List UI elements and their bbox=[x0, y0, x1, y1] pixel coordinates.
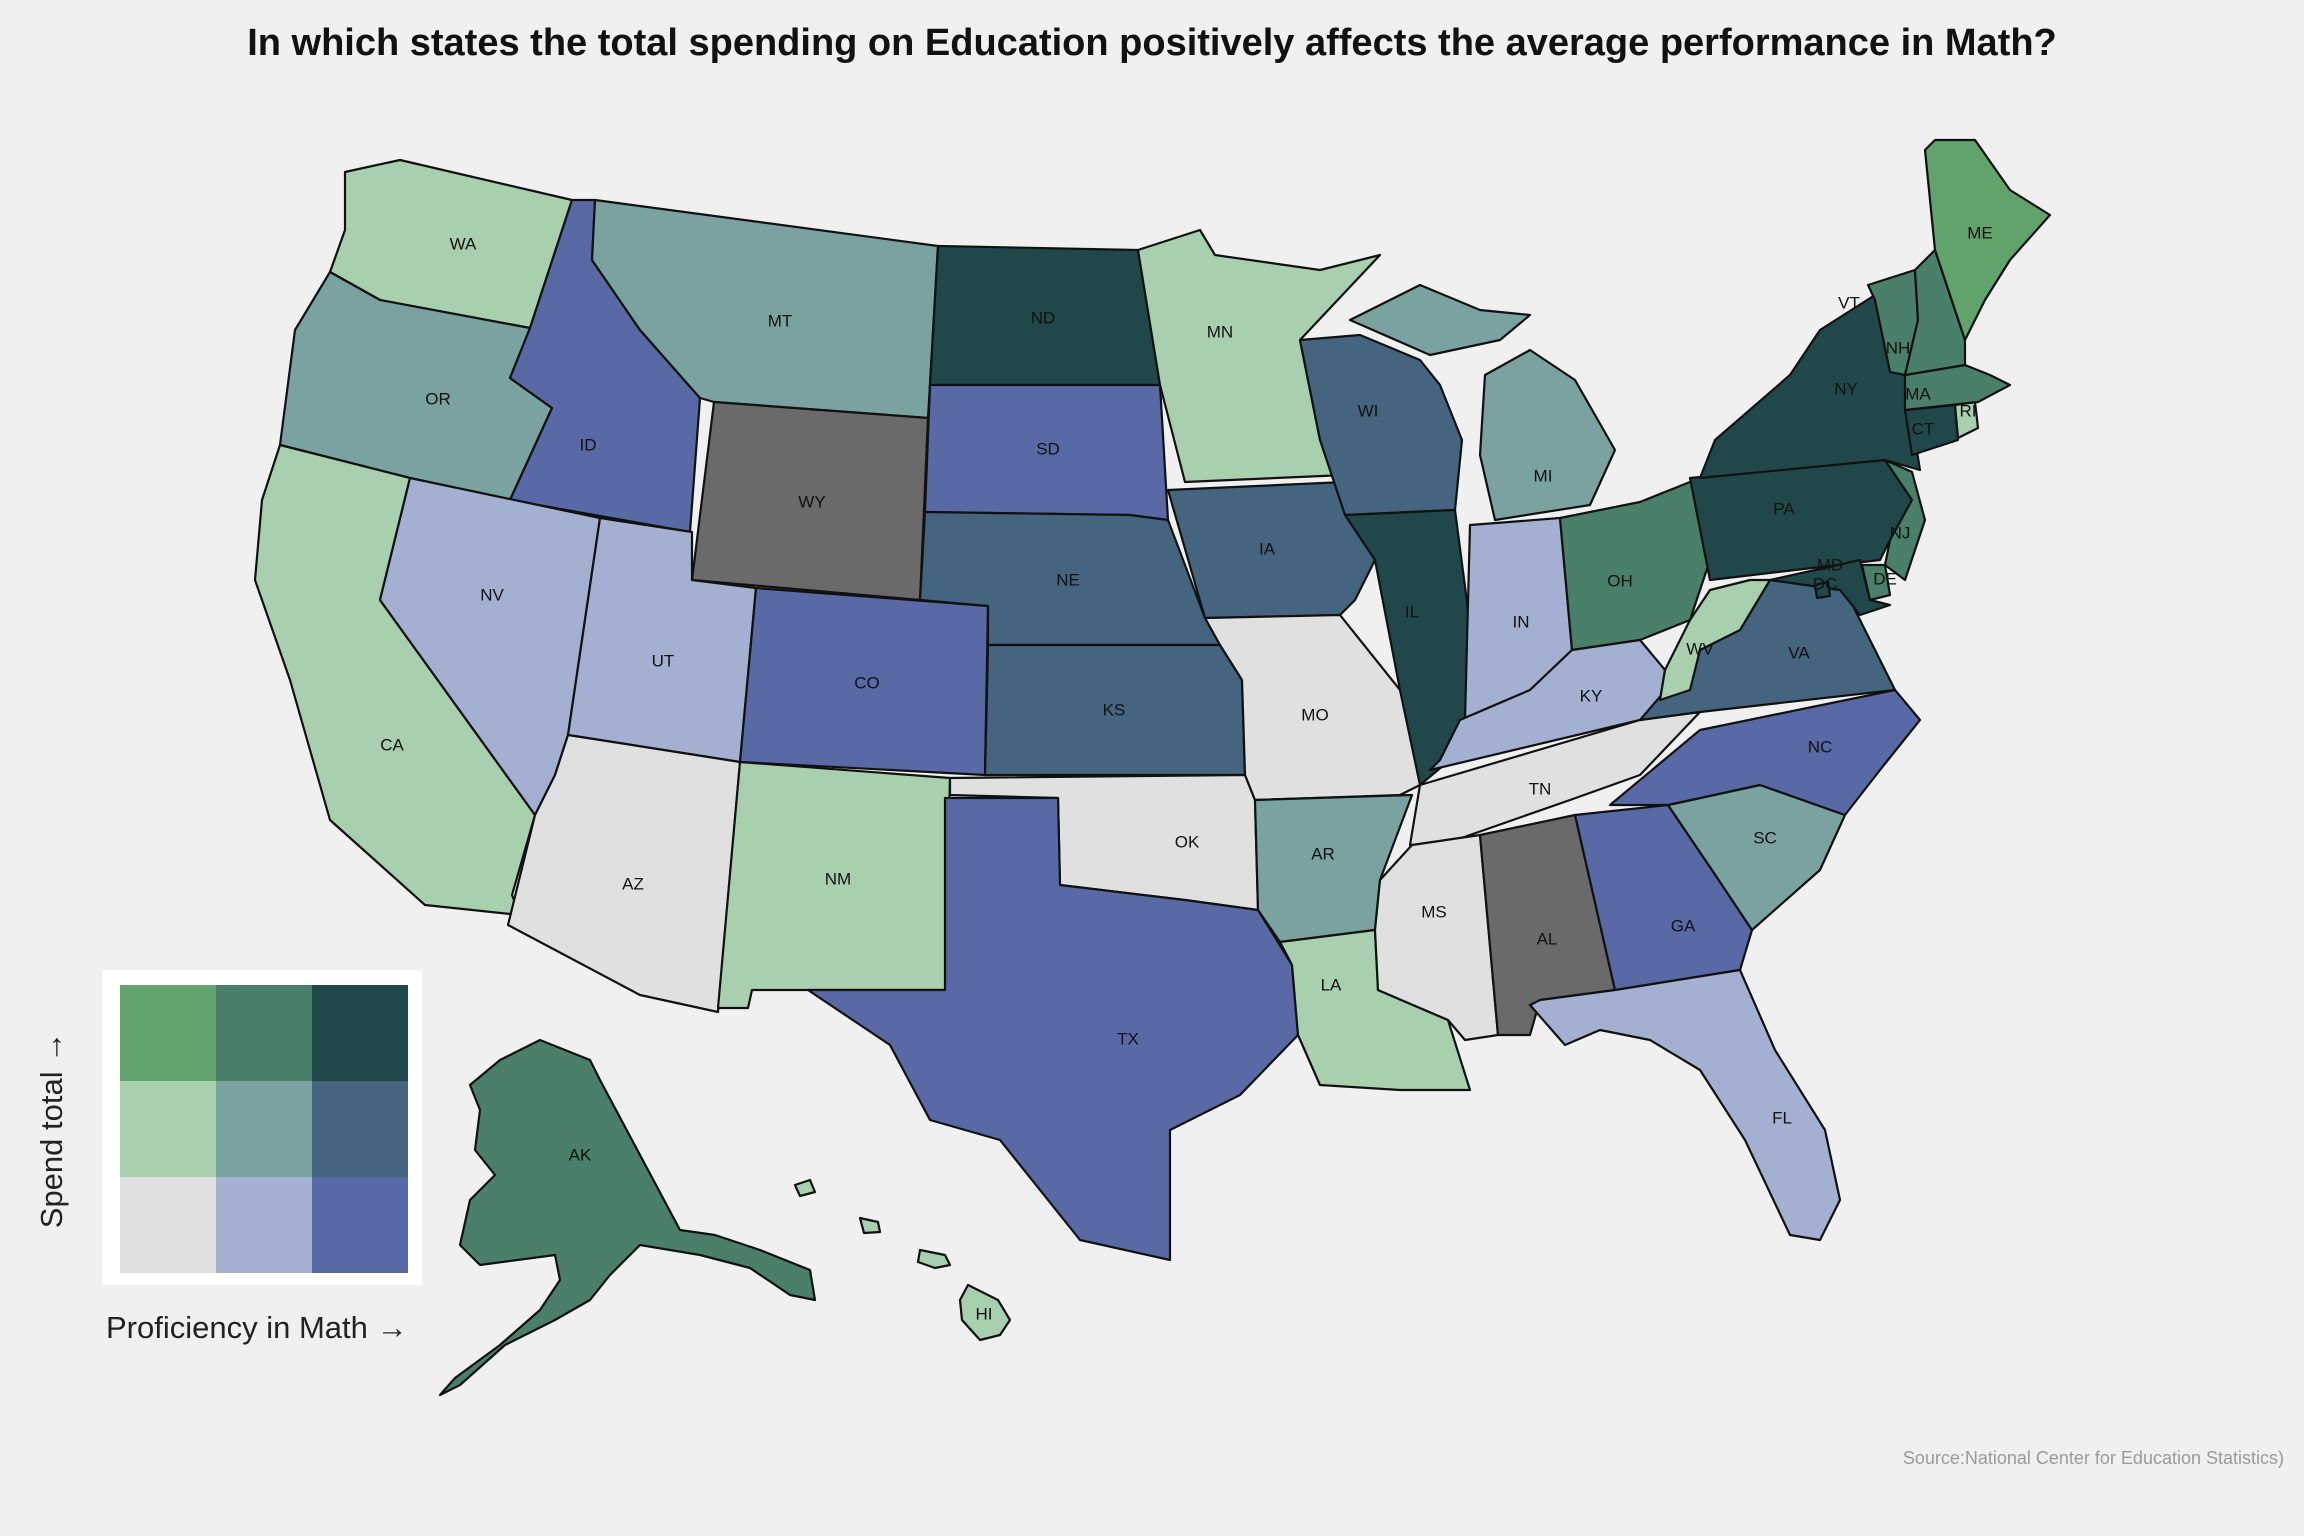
label-UT: UT bbox=[652, 651, 675, 670]
legend-cell-low-spend-low-math bbox=[120, 1177, 216, 1273]
label-WI: WI bbox=[1358, 401, 1379, 420]
state-FL[interactable] bbox=[1528, 968, 1842, 1242]
legend-cell-mid-spend-high-math bbox=[312, 1081, 408, 1177]
state-WI[interactable] bbox=[1298, 333, 1464, 517]
label-AR: AR bbox=[1311, 844, 1335, 863]
legend-cell-high-spend-high-math bbox=[312, 985, 408, 1081]
label-VT: VT bbox=[1838, 293, 1860, 312]
legend-cell-low-spend-mid-math bbox=[216, 1177, 312, 1273]
label-HI: HI bbox=[976, 1304, 993, 1323]
label-OK: OK bbox=[1175, 832, 1200, 851]
source-note: Source:National Center for Education Sta… bbox=[1902, 1448, 2284, 1468]
label-KS: KS bbox=[1103, 700, 1126, 719]
label-MN: MN bbox=[1207, 322, 1233, 341]
label-ID: ID bbox=[580, 435, 597, 454]
legend-cell-low-spend-high-math bbox=[312, 1177, 408, 1273]
label-WV: WV bbox=[1686, 639, 1714, 658]
state-MI[interactable] bbox=[1348, 283, 1617, 522]
map-title: In which states the total spending on Ed… bbox=[247, 22, 2057, 64]
label-GA: GA bbox=[1671, 916, 1696, 935]
state-NJ[interactable] bbox=[1883, 458, 1927, 582]
state-HI[interactable] bbox=[793, 1178, 1012, 1342]
label-ME: ME bbox=[1967, 223, 1993, 242]
label-ND: ND bbox=[1031, 308, 1056, 327]
label-MD: MD bbox=[1817, 555, 1843, 574]
legend-cell-mid-spend-low-math bbox=[120, 1081, 216, 1177]
state-DC[interactable] bbox=[1813, 580, 1832, 600]
state-KY[interactable] bbox=[1428, 638, 1667, 772]
bivariate-legend bbox=[102, 970, 422, 1285]
label-NH: NH bbox=[1886, 338, 1911, 357]
label-MO: MO bbox=[1301, 705, 1328, 724]
legend-grid bbox=[120, 985, 408, 1273]
label-AK: AK bbox=[569, 1145, 592, 1164]
state-NC[interactable] bbox=[1608, 688, 1922, 817]
state-WV[interactable] bbox=[1658, 578, 1772, 702]
label-NJ: NJ bbox=[1890, 523, 1911, 542]
label-SC: SC bbox=[1753, 828, 1777, 847]
state-TX[interactable] bbox=[806, 796, 1300, 1262]
label-TN: TN bbox=[1529, 779, 1552, 798]
label-MI: MI bbox=[1534, 466, 1553, 485]
legend-y-axis-label: Spend total → bbox=[34, 1031, 69, 1229]
label-OH: OH bbox=[1607, 571, 1633, 590]
label-NM: NM bbox=[825, 869, 851, 888]
label-TX: TX bbox=[1117, 1029, 1139, 1048]
label-IA: IA bbox=[1259, 539, 1276, 558]
legend-cell-high-spend-low-math bbox=[120, 985, 216, 1081]
label-IN: IN bbox=[1513, 612, 1530, 631]
label-AL: AL bbox=[1537, 929, 1558, 948]
label-FL: FL bbox=[1772, 1108, 1792, 1127]
label-MA: MA bbox=[1905, 384, 1931, 403]
state-AK[interactable] bbox=[438, 1038, 817, 1397]
state-ME[interactable] bbox=[1923, 138, 2052, 342]
state-MD[interactable] bbox=[1768, 558, 1892, 617]
label-VA: VA bbox=[1788, 643, 1810, 662]
legend-cell-high-spend-mid-math bbox=[216, 985, 312, 1081]
label-SD: SD bbox=[1036, 439, 1060, 458]
label-DE: DE bbox=[1873, 569, 1897, 588]
label-NC: NC bbox=[1808, 737, 1833, 756]
label-CT: CT bbox=[1912, 419, 1935, 438]
label-PA: PA bbox=[1773, 499, 1795, 518]
label-NV: NV bbox=[480, 585, 504, 604]
label-MS: MS bbox=[1421, 902, 1447, 921]
label-WY: WY bbox=[798, 492, 825, 511]
label-OR: OR bbox=[425, 389, 451, 408]
label-LA: LA bbox=[1321, 975, 1342, 994]
label-AZ: AZ bbox=[622, 874, 644, 893]
label-DC: DC bbox=[1813, 574, 1838, 593]
label-NY: NY bbox=[1834, 379, 1858, 398]
label-MT: MT bbox=[768, 311, 793, 330]
label-CA: CA bbox=[380, 735, 404, 754]
label-KY: KY bbox=[1580, 686, 1603, 705]
label-RI: RI bbox=[1960, 401, 1977, 420]
legend-x-axis-label: Proficiency in Math → bbox=[106, 1310, 408, 1345]
label-NE: NE bbox=[1056, 570, 1080, 589]
label-CO: CO bbox=[854, 673, 880, 692]
label-IL: IL bbox=[1405, 602, 1419, 621]
legend-cell-mid-spend-mid-math bbox=[216, 1081, 312, 1177]
label-WA: WA bbox=[450, 234, 477, 253]
state-PA[interactable] bbox=[1688, 458, 1914, 582]
